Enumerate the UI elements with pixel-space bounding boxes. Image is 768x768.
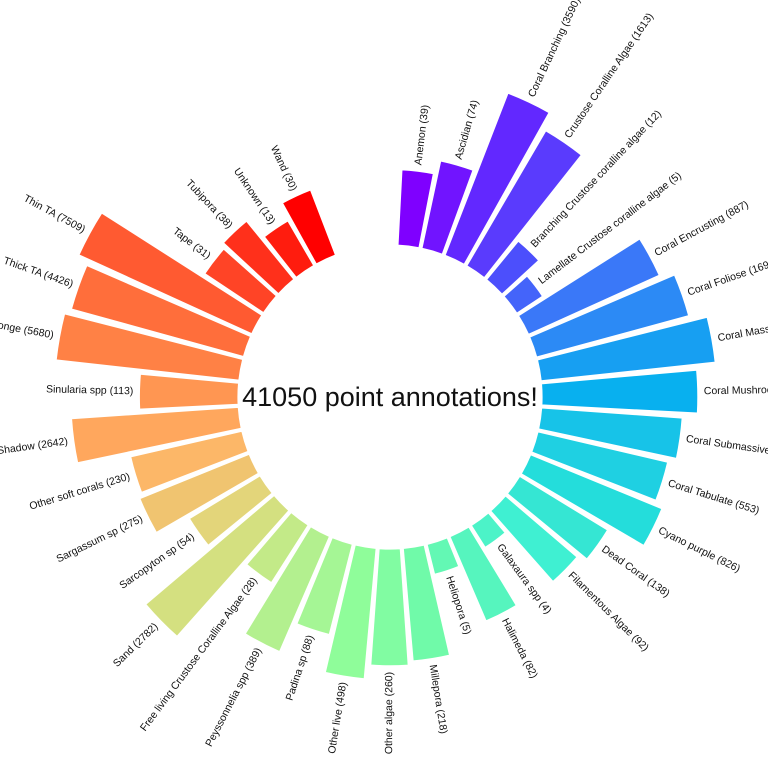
bar-wand: [281, 189, 337, 265]
label-coral-foliose: Coral Foliose (1692): [686, 256, 768, 299]
label-cyano-purple: Cyano purple (826): [656, 524, 742, 575]
bar-sargassum-sp: [139, 453, 260, 534]
bar-other-algae: [370, 547, 409, 667]
bar-coral-branching: [444, 92, 550, 266]
bar-coral-encrusting: [517, 238, 661, 336]
bar-cyano-purple: [520, 453, 663, 547]
bar-tubipora: [222, 220, 295, 295]
label-anemon: Anemon (39): [412, 104, 431, 166]
bars-group: [55, 92, 716, 680]
label-ascidian: Ascidian (74): [453, 99, 482, 161]
bar-dead-coral: [506, 475, 609, 560]
bar-galaxaura-spp: [470, 512, 507, 549]
bar-other-live: [324, 544, 377, 680]
label-coral-massive: Coral Massive (3780): [717, 315, 768, 344]
bar-crustose-coralline-algae: [465, 129, 583, 279]
bar-peyssonnelia-spp: [244, 525, 331, 653]
bar-coral-massive: [536, 316, 716, 382]
label-coral-encrusting: Coral Encrusting (887): [652, 199, 750, 259]
bar-halimeda: [449, 526, 518, 622]
bar-tape: [203, 248, 278, 314]
bar-other-soft-corals: [129, 430, 249, 494]
bar-unknown: [263, 220, 315, 279]
bar-coral-mushroom: [540, 369, 699, 414]
label-filamentous-algae: Filamentous Algae (92): [566, 570, 651, 654]
bar-shadow: [70, 406, 242, 464]
bar-millepora: [402, 544, 451, 662]
label-coral-mushroom: Coral Mushroom (1565): [704, 383, 768, 397]
label-sponge: Sponge (5680): [0, 317, 55, 341]
bar-coral-tabulate: [530, 431, 669, 502]
label-dead-coral: Dead Coral (138): [599, 543, 672, 599]
label-sand: Sand (2782): [111, 621, 161, 670]
label-thin-ta: Thin TA (7509): [21, 192, 87, 235]
label-thick-ta: Thick TA (4426): [2, 255, 75, 291]
bar-sponge: [55, 313, 244, 381]
center-title: 41050 point annotations!: [242, 382, 538, 412]
label-other-algae: Other algae (260): [383, 672, 395, 754]
bar-ascidian: [421, 160, 474, 256]
bar-lamellate-crustose-coralline-algae: [503, 275, 544, 315]
bar-sarcopyton-sp: [188, 474, 274, 547]
bar-free-living-crustose-coralline-algae: [245, 511, 310, 584]
label-other-live: Other live (498): [326, 681, 349, 754]
bar-filamentous-algae: [489, 494, 578, 583]
label-peyssonnelia-spp: Peyssonnelia spp (389): [203, 646, 264, 749]
label-padina-sp: Padina sp (88): [284, 634, 317, 703]
bar-coral-submassive: [537, 407, 683, 460]
label-unknown: Unknown (13): [231, 166, 278, 227]
bar-padina-sp: [295, 536, 354, 636]
bar-thin-ta: [78, 212, 263, 335]
label-coral-tabulate: Coral Tabulate (553): [666, 477, 760, 517]
label-sinularia-spp: Sinularia spp (113): [46, 383, 134, 397]
label-shadow: Shadow (2642): [0, 435, 69, 457]
label-tubipora: Tubipora (38): [183, 177, 235, 231]
label-halimeda: Halimeda (82): [499, 616, 540, 680]
bar-anemon: [397, 169, 435, 249]
label-wand: Wand (30): [268, 144, 299, 193]
bar-thick-ta: [70, 264, 252, 358]
label-coral-submassive: Coral Submassive (789): [685, 433, 768, 461]
label-tape: Tape (31): [170, 225, 212, 262]
label-millepora: Millepora (218): [427, 664, 450, 735]
bar-sand: [144, 494, 290, 638]
label-other-soft-corals: Other soft corals (230): [28, 471, 131, 513]
bar-heliopora: [426, 537, 460, 576]
bar-sinularia-spp: [138, 373, 240, 410]
bar-branching-crustose-coralline-algae: [485, 240, 540, 296]
bar-coral-foliose: [528, 274, 690, 358]
label-heliopora: Heliopora (5): [443, 575, 473, 636]
label-coral-branching: Coral Branching (3590): [526, 0, 583, 99]
label-sargassum-sp: Sargassum sp (275): [54, 513, 144, 565]
